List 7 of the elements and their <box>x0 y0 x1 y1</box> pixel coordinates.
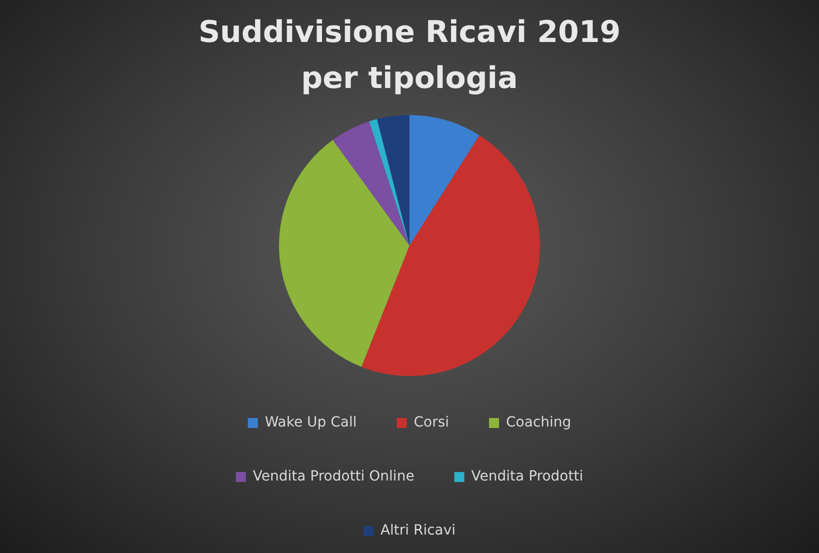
chart-title: Suddivisione Ricavi 2019 per tipologia <box>197 14 622 98</box>
legend-label: Vendita Prodotti <box>471 468 584 485</box>
legend-label: Altri Ricavi <box>380 522 456 539</box>
legend-label: Wake Up Call <box>264 414 357 431</box>
legend-label: Coaching <box>506 414 572 431</box>
legend-label: Vendita Prodotti Online <box>252 468 414 485</box>
legend-label: Corsi <box>414 414 450 431</box>
